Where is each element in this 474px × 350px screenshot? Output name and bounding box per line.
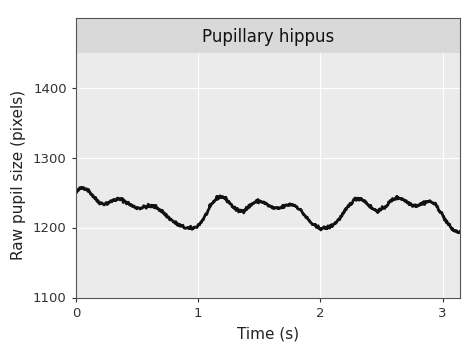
Text: Pupillary hippus: Pupillary hippus bbox=[201, 28, 334, 46]
X-axis label: Time (s): Time (s) bbox=[237, 327, 299, 342]
Y-axis label: Raw pupil size (pixels): Raw pupil size (pixels) bbox=[11, 90, 26, 260]
